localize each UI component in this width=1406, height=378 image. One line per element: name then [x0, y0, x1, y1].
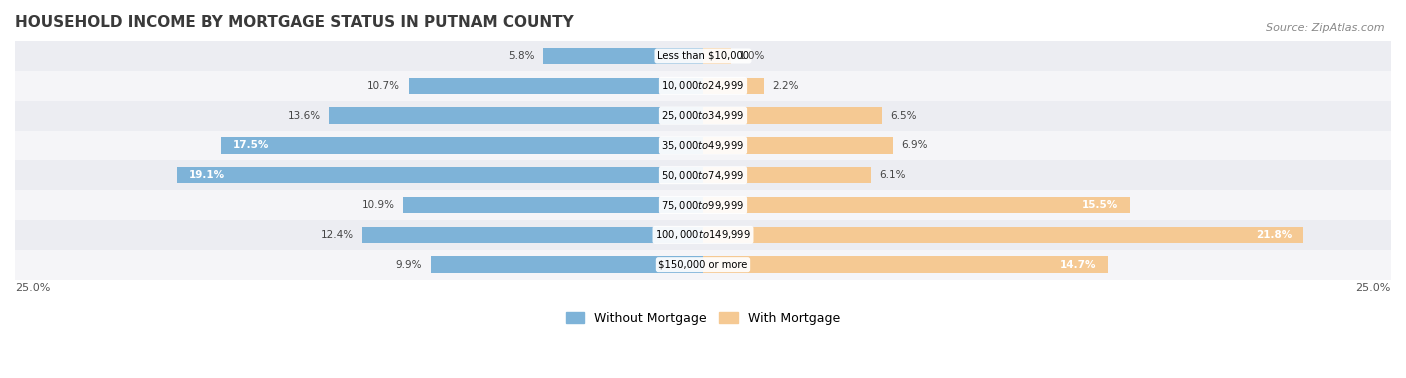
Bar [221, 137, 703, 153]
Text: 10.7%: 10.7% [367, 81, 401, 91]
Text: 1.0%: 1.0% [738, 51, 765, 61]
Text: $50,000 to $74,999: $50,000 to $74,999 [661, 169, 745, 182]
Bar [409, 77, 703, 94]
Bar [703, 48, 731, 64]
Bar [15, 220, 1391, 250]
Bar [329, 107, 703, 124]
Text: 25.0%: 25.0% [1355, 283, 1391, 293]
Bar [703, 227, 1303, 243]
Text: $25,000 to $34,999: $25,000 to $34,999 [661, 109, 745, 122]
Bar [15, 130, 1391, 160]
Bar [15, 101, 1391, 130]
Bar [543, 48, 703, 64]
Bar [703, 137, 893, 153]
Bar [703, 197, 1129, 213]
Text: $150,000 or more: $150,000 or more [658, 260, 748, 270]
Text: 12.4%: 12.4% [321, 230, 353, 240]
Text: 25.0%: 25.0% [15, 283, 51, 293]
Text: 14.7%: 14.7% [1060, 260, 1097, 270]
Bar [361, 227, 703, 243]
Bar [703, 256, 1108, 273]
Text: Source: ZipAtlas.com: Source: ZipAtlas.com [1267, 23, 1385, 33]
Text: $10,000 to $24,999: $10,000 to $24,999 [661, 79, 745, 92]
Bar [15, 190, 1391, 220]
Text: $100,000 to $149,999: $100,000 to $149,999 [655, 228, 751, 241]
Text: 6.1%: 6.1% [879, 170, 905, 180]
Text: 6.5%: 6.5% [890, 111, 917, 121]
Text: Less than $10,000: Less than $10,000 [657, 51, 749, 61]
Text: 2.2%: 2.2% [772, 81, 799, 91]
Text: 6.9%: 6.9% [901, 140, 928, 150]
Text: 10.9%: 10.9% [361, 200, 395, 210]
Text: 5.8%: 5.8% [509, 51, 536, 61]
Bar [430, 256, 703, 273]
Text: 21.8%: 21.8% [1256, 230, 1292, 240]
Text: 13.6%: 13.6% [287, 111, 321, 121]
Text: $75,000 to $99,999: $75,000 to $99,999 [661, 198, 745, 212]
Bar [15, 41, 1391, 71]
Text: HOUSEHOLD INCOME BY MORTGAGE STATUS IN PUTNAM COUNTY: HOUSEHOLD INCOME BY MORTGAGE STATUS IN P… [15, 15, 574, 30]
Bar [15, 250, 1391, 280]
Text: 15.5%: 15.5% [1083, 200, 1119, 210]
Text: 9.9%: 9.9% [396, 260, 422, 270]
Bar [703, 107, 882, 124]
Bar [15, 71, 1391, 101]
Text: 17.5%: 17.5% [232, 140, 269, 150]
Bar [703, 167, 870, 183]
Text: $35,000 to $49,999: $35,000 to $49,999 [661, 139, 745, 152]
Bar [703, 77, 763, 94]
Legend: Without Mortgage, With Mortgage: Without Mortgage, With Mortgage [561, 307, 845, 330]
Bar [404, 197, 703, 213]
Bar [177, 167, 703, 183]
Bar [15, 160, 1391, 190]
Text: 19.1%: 19.1% [188, 170, 225, 180]
